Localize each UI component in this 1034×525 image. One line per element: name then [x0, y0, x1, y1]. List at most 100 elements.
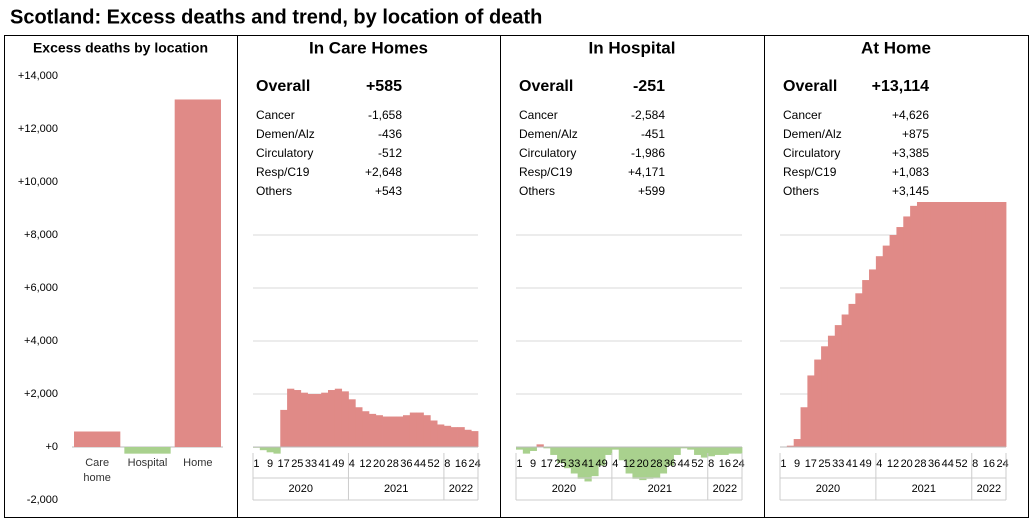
x-tick-label: 41: [846, 458, 858, 470]
area-bar: [389, 416, 397, 447]
summary-value: +13,114: [872, 78, 930, 95]
x-tick-label: 41: [582, 458, 594, 470]
area-bar: [937, 163, 945, 447]
row-label: Circulatory: [519, 146, 576, 160]
row-value: +4,626: [892, 108, 929, 122]
x-tick-label: 8: [708, 458, 714, 470]
area-bar: [516, 447, 524, 450]
year-label: 2022: [977, 483, 1001, 495]
area-bar: [266, 447, 274, 453]
area-bar: [464, 429, 472, 447]
x-tick-label: 24: [996, 458, 1008, 470]
area-bar: [598, 447, 606, 466]
area-bar: [721, 447, 729, 455]
area-bar: [673, 447, 681, 455]
area-bar: [341, 391, 349, 447]
area-bar: [786, 445, 795, 447]
area-bar: [403, 415, 411, 447]
row-value: +599: [638, 184, 665, 198]
area-bar: [910, 205, 918, 447]
x-tick-label: 12: [887, 458, 899, 470]
area-bar: [563, 447, 572, 469]
x-tick-label: Hospital: [127, 457, 168, 469]
x-tick-label: 25: [818, 458, 830, 470]
x-tick-label: 25: [291, 458, 303, 470]
area-bar: [450, 427, 458, 447]
area-bar: [321, 392, 329, 447]
area-bar: [700, 447, 709, 458]
area-bar: [355, 407, 363, 447]
area-bar: [999, 99, 1007, 447]
panel-title: In Hospital: [589, 38, 676, 57]
row-value: -512: [378, 146, 402, 160]
x-tick-label: 9: [794, 458, 800, 470]
x-tick-label: 25: [554, 458, 566, 470]
area-bar: [855, 293, 863, 447]
area-bar: [396, 416, 404, 447]
row-value: -2,584: [631, 108, 665, 122]
area-bar: [958, 139, 966, 447]
row-label: Resp/C19: [519, 165, 573, 179]
panel-title: Excess deaths by location: [33, 40, 208, 56]
x-tick-label: 49: [595, 458, 607, 470]
area-bar: [714, 447, 722, 455]
area-bar: [293, 390, 302, 447]
y-tick-label: +0: [45, 441, 58, 453]
summary-label: Overall: [519, 78, 573, 95]
row-value: +543: [375, 184, 402, 198]
area-bar: [735, 447, 743, 454]
area-bar: [827, 335, 836, 447]
row-label: Demen/Alz: [256, 127, 315, 141]
row-label: Circulatory: [256, 146, 313, 160]
x-tick-label: 52: [428, 458, 440, 470]
area-bar: [652, 447, 661, 478]
year-label: 2021: [648, 483, 672, 495]
panel-border: [764, 35, 1029, 518]
y-tick-label: +8,000: [24, 229, 58, 241]
y-tick-label: +12,000: [18, 123, 58, 135]
area-bar: [834, 325, 843, 447]
row-value: -1,658: [368, 108, 402, 122]
x-tick-label: 20: [637, 458, 649, 470]
area-bar: [646, 447, 654, 479]
x-tick-label: 12: [359, 458, 371, 470]
bar: [174, 99, 221, 447]
x-tick-label: 49: [859, 458, 871, 470]
area-bar: [536, 444, 544, 447]
x-tick-label: 36: [664, 458, 676, 470]
area-bar: [793, 439, 801, 447]
row-value: -451: [641, 127, 665, 141]
area-bar: [639, 447, 647, 481]
area-bar: [728, 447, 736, 454]
area-bar: [550, 447, 558, 455]
area-bar: [848, 303, 856, 447]
x-tick-label: 1: [780, 458, 786, 470]
area-bar: [348, 399, 356, 447]
x-tick-label: 16: [983, 458, 995, 470]
area-bar: [577, 447, 585, 479]
area-bar: [543, 447, 551, 449]
row-label: Demen/Alz: [519, 127, 578, 141]
y-tick-label: +2,000: [24, 388, 58, 400]
x-tick-label: 16: [455, 458, 467, 470]
bar: [74, 431, 121, 447]
area-bar: [632, 447, 640, 479]
area-bar: [814, 359, 822, 447]
x-tick-label: 33: [568, 458, 580, 470]
area-bar: [430, 420, 438, 447]
area-bar: [978, 115, 986, 447]
area-bar: [680, 447, 688, 449]
x-tick-label: 20: [373, 458, 385, 470]
area-bar: [375, 415, 383, 447]
area-bar: [882, 245, 890, 447]
area-bar: [273, 447, 281, 454]
area-bar: [416, 412, 424, 447]
area-bar: [875, 256, 884, 447]
row-value: -436: [378, 127, 402, 141]
year-label: 2022: [449, 483, 473, 495]
row-label: Others: [519, 184, 555, 198]
area-bar: [307, 394, 315, 447]
row-value: +1,083: [892, 165, 929, 179]
